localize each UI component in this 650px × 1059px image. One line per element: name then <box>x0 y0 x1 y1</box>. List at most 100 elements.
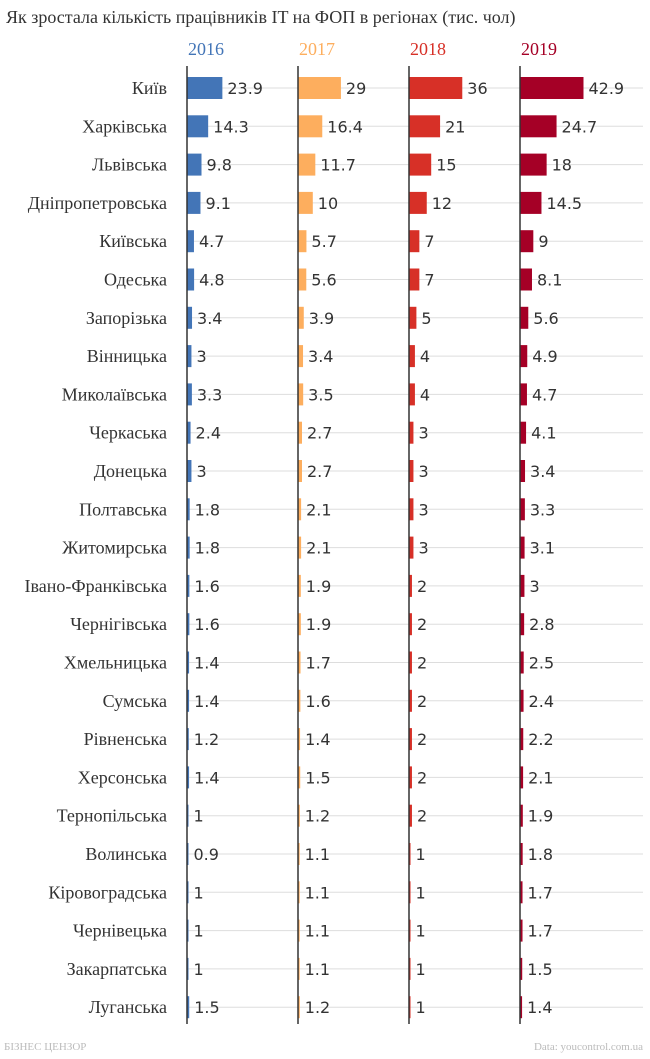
value-label: 1.7 <box>528 922 553 941</box>
bar <box>409 421 414 444</box>
bar <box>298 345 304 368</box>
value-label: 14.3 <box>213 117 249 136</box>
value-label: 2 <box>417 692 427 711</box>
category-label: Тернопільська <box>57 806 167 826</box>
bar <box>187 383 192 406</box>
bar <box>520 613 525 636</box>
bar <box>298 881 300 904</box>
bar <box>409 498 414 521</box>
chart-title: Як зростала кількість працівників IT на … <box>6 7 516 28</box>
bar <box>187 268 195 291</box>
value-label: 14.5 <box>546 194 582 213</box>
category-label: Полтавська <box>79 499 167 519</box>
bar <box>187 306 193 329</box>
bar <box>187 996 190 1019</box>
bar <box>409 613 412 636</box>
category-label: Харківська <box>82 116 167 136</box>
bar <box>520 383 527 406</box>
value-label: 1.1 <box>305 883 330 902</box>
value-label: 3 <box>418 424 428 443</box>
bar <box>187 421 191 444</box>
bar <box>298 498 302 521</box>
bar <box>298 153 316 176</box>
category-labels: Київ Харківська Львівська Дніпропетровська К… <box>24 78 167 1017</box>
bar <box>298 421 302 444</box>
bar <box>187 536 190 559</box>
bar <box>520 843 523 865</box>
value-label: 2 <box>417 615 427 634</box>
value-label: 1.4 <box>194 654 219 673</box>
value-label: 24.7 <box>562 117 598 136</box>
value-label: 3 <box>418 539 428 558</box>
value-label: 2.4 <box>196 424 221 443</box>
bar <box>298 651 301 674</box>
category-label: Івано-Франківська <box>24 576 167 596</box>
value-label: 1.4 <box>194 692 219 711</box>
bar <box>298 996 300 1019</box>
series-header: 2017 <box>299 39 335 59</box>
value-label: 3.9 <box>309 309 334 328</box>
category-label: Миколаївська <box>62 384 167 404</box>
value-label: 9.8 <box>207 156 232 175</box>
bar <box>520 996 523 1019</box>
value-label: 2 <box>417 807 427 826</box>
series-header: 2016 <box>188 39 224 59</box>
value-label: 3 <box>196 347 206 366</box>
category-label: Київська <box>99 231 167 251</box>
value-label: 36 <box>467 79 487 98</box>
value-label: 5.6 <box>533 309 558 328</box>
bar <box>520 153 547 176</box>
value-label: 9 <box>538 232 548 251</box>
bar <box>520 77 584 99</box>
bar <box>187 613 190 636</box>
value-label: 2.4 <box>529 692 554 711</box>
bar <box>520 651 524 674</box>
category-label: Запорізька <box>86 308 167 328</box>
value-label: 2.7 <box>307 424 332 443</box>
series-header: 2019 <box>521 39 557 59</box>
category-label: Львівська <box>92 155 167 175</box>
value-label: 2.1 <box>528 768 553 787</box>
value-label: 5.6 <box>311 271 336 290</box>
value-label: 1 <box>194 960 204 979</box>
bar <box>520 498 525 521</box>
value-label: 1.2 <box>194 730 219 749</box>
bar <box>520 728 524 751</box>
value-label: 3 <box>418 500 428 519</box>
bar <box>409 230 420 253</box>
value-label: 1.6 <box>194 615 219 634</box>
bar <box>298 77 341 99</box>
value-label: 2.2 <box>528 730 553 749</box>
value-labels: 23.914.39.89.14.74.83.433.32.431.81.81.6… <box>194 79 625 1017</box>
bar <box>187 230 194 253</box>
bar <box>520 689 524 712</box>
bar <box>409 306 417 329</box>
bar <box>409 345 415 368</box>
value-label: 3.1 <box>530 539 555 558</box>
value-label: 5 <box>421 309 431 328</box>
bar <box>520 804 523 827</box>
value-label: 2.7 <box>307 462 332 481</box>
bar <box>409 115 441 138</box>
value-label: 1.8 <box>528 845 553 864</box>
value-label: 1.6 <box>305 692 330 711</box>
bar <box>409 766 412 789</box>
value-label: 1 <box>416 998 426 1017</box>
value-label: 2.5 <box>529 654 554 673</box>
value-label: 23.9 <box>227 79 263 98</box>
value-label: 3.5 <box>308 385 333 404</box>
source-left: БІЗНЕС ЦЕНЗОР <box>4 1041 86 1053</box>
bar <box>298 919 300 942</box>
value-label: 4.7 <box>532 385 557 404</box>
value-label: 3.3 <box>197 385 222 404</box>
bar <box>298 268 307 291</box>
value-label: 1 <box>416 845 426 864</box>
category-label: Луганська <box>89 997 167 1017</box>
value-label: 4.7 <box>199 232 224 251</box>
bar <box>298 230 307 253</box>
category-label: Одеська <box>104 270 167 290</box>
value-label: 3 <box>418 462 428 481</box>
category-label: Сумська <box>103 691 167 711</box>
